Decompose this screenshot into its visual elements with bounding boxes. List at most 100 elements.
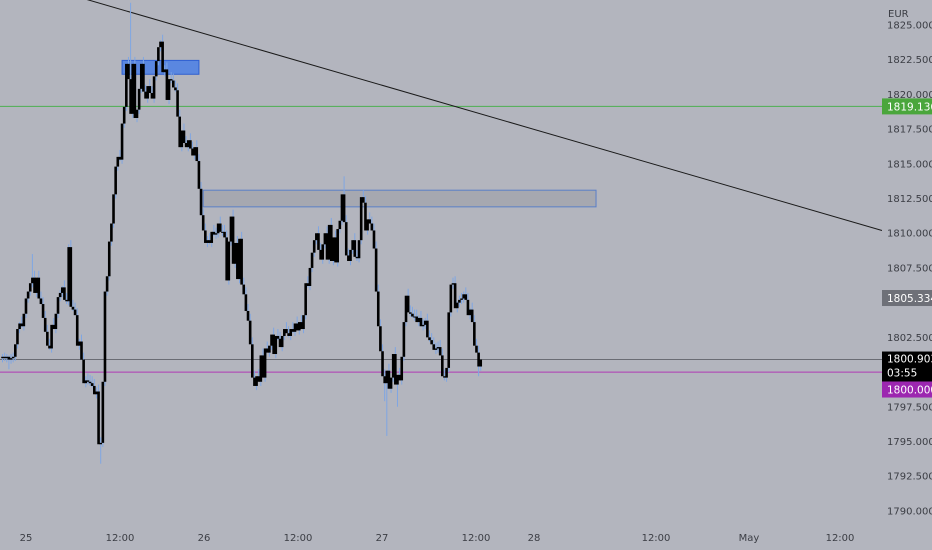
candle-body <box>306 283 310 286</box>
candle-body <box>468 309 472 316</box>
candle-body <box>259 355 263 382</box>
candle-body <box>7 356 11 360</box>
candle-body <box>387 370 391 389</box>
y-tick-label: 1797.500 <box>887 402 932 413</box>
candle-body <box>325 233 329 260</box>
candle-body <box>191 148 194 156</box>
candle-body <box>451 283 455 285</box>
candle-body <box>1 356 4 359</box>
green-line-price-label: 1819.136 <box>887 101 932 113</box>
candle-body <box>244 294 248 311</box>
candle-body <box>122 106 126 124</box>
y-tick-label: 1822.500 <box>887 55 932 66</box>
candle-body <box>35 277 38 293</box>
candle-body <box>428 337 431 341</box>
candle-body <box>302 315 305 330</box>
candle-body <box>323 233 327 245</box>
candle-body <box>174 87 177 91</box>
candle-body <box>206 240 209 243</box>
candle-body <box>344 222 348 256</box>
candle-body <box>135 109 139 119</box>
candle-body <box>291 329 295 332</box>
candle-body <box>172 80 175 88</box>
candle-body <box>125 63 128 107</box>
x-tick-label: 12:00 <box>462 533 491 544</box>
candle-body <box>445 367 448 378</box>
candle-body <box>287 333 290 336</box>
candle-body <box>347 255 350 261</box>
candle-body <box>144 91 147 99</box>
grey-zone[interactable] <box>202 189 597 208</box>
candle-body <box>236 242 239 280</box>
candle-body <box>458 299 461 303</box>
candle-body <box>93 385 96 395</box>
time-axis-background <box>0 522 932 550</box>
candle-body <box>33 277 36 293</box>
time-axis[interactable]: 25 12:00 26 12:00 27 12:00 28 12:00 May 12:00 <box>0 522 932 550</box>
candle-body <box>278 338 282 348</box>
candle-body <box>163 69 167 73</box>
candle-body <box>101 381 105 443</box>
grey-line-price-label: 1805.334 <box>887 293 932 305</box>
candle-body <box>201 215 205 231</box>
candle-body <box>199 188 203 216</box>
magenta-line-price-badge <box>882 381 932 398</box>
candle-body <box>470 309 474 323</box>
candle-body <box>154 61 158 77</box>
candle-body <box>285 329 288 334</box>
candle-body <box>73 309 77 316</box>
candle-body <box>353 240 357 257</box>
candle-body <box>63 287 66 300</box>
candle-body <box>396 374 399 385</box>
candle-body <box>225 237 228 281</box>
grey-line-price-badge <box>882 290 932 307</box>
price-badges: 1819.136 1805.334 1800.903 03:55 1800.00… <box>882 98 932 398</box>
candle-body <box>419 317 423 327</box>
price-axis-background <box>882 0 932 522</box>
candle-body <box>43 317 47 332</box>
candle-body <box>114 166 117 195</box>
candle-body <box>421 324 425 327</box>
candle-body <box>379 326 382 352</box>
candle-body <box>408 312 412 314</box>
candle-body <box>75 315 79 346</box>
candle-body <box>374 248 378 292</box>
candle-body <box>159 41 162 48</box>
candle-body <box>426 320 429 338</box>
candle-body <box>223 231 226 238</box>
candle-body <box>257 376 260 382</box>
candle-body <box>157 47 160 62</box>
candle-body <box>90 383 94 386</box>
y-tick-label: 1820.000 <box>887 90 932 101</box>
candle-body <box>477 352 480 367</box>
candle-body <box>304 283 307 316</box>
trendline[interactable] <box>3 0 883 231</box>
candle-body <box>5 356 9 359</box>
candle-body <box>193 147 196 156</box>
price-axis[interactable]: EUR 1825.000 1822.500 1820.000 1817.500 1815… <box>882 0 932 522</box>
candle-body <box>357 240 361 259</box>
candle-body <box>368 219 372 224</box>
candle-body <box>391 354 395 378</box>
candle-body <box>229 216 233 242</box>
candle-body <box>218 223 222 232</box>
candle-body <box>82 359 85 384</box>
candle-body <box>133 63 137 119</box>
candle-body <box>280 335 284 348</box>
candle-body <box>443 376 446 378</box>
candle-body <box>441 355 444 377</box>
candle-body <box>268 345 271 353</box>
candle-body <box>332 237 335 261</box>
candle-body <box>300 322 303 330</box>
candle-body <box>214 233 218 235</box>
candle-body <box>52 324 56 330</box>
candle-body <box>197 161 201 189</box>
candle-body <box>364 202 367 231</box>
candle-body <box>385 370 389 384</box>
candle-body <box>182 130 186 143</box>
candle-body <box>39 298 43 305</box>
candle-body <box>86 380 90 382</box>
candle-body <box>413 316 416 318</box>
candle-countdown-label: 03:55 <box>887 368 917 380</box>
